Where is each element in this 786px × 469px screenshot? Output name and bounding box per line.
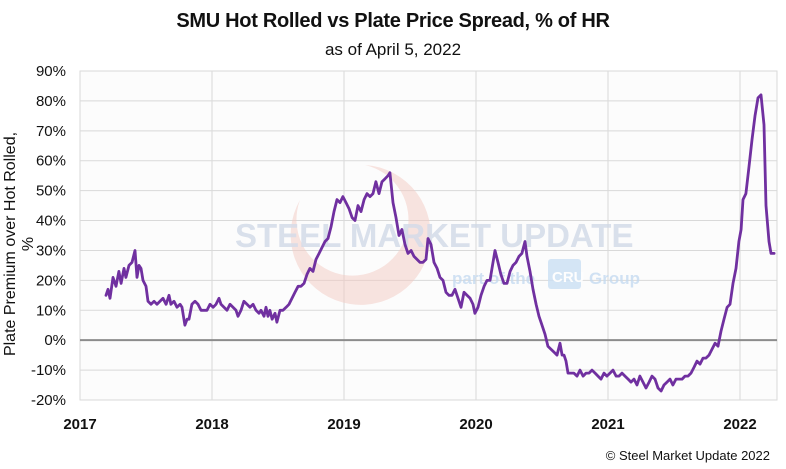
- chart-subtitle: as of April 5, 2022: [324, 40, 462, 59]
- watermark-brand: STEEL MARKET UPDATE: [235, 217, 633, 254]
- y-axis-ticks: -20% -10% 0% 10% 20% 30% 40% 50% 60% 70% 80% 90%: [31, 63, 66, 409]
- chart-title: SMU Hot Rolled vs Plate Price Spread, % …: [176, 10, 610, 32]
- copyright-notice: © Steel Market Update 2022: [605, 448, 770, 463]
- y-tick-label: -10%: [31, 362, 66, 379]
- watermark-cru-text: CRU: [552, 269, 585, 286]
- x-axis-ticks: 2017 2018 2019 2020 2021 2022: [63, 416, 756, 433]
- x-tick-label: 2017: [63, 416, 96, 433]
- x-tick-label: 2021: [591, 416, 624, 433]
- x-tick-label: 2019: [327, 416, 360, 433]
- y-tick-label: -20%: [31, 392, 66, 409]
- watermark-tagline-suffix: Group: [589, 269, 640, 288]
- x-tick-label: 2018: [195, 416, 228, 433]
- gridlines: [80, 71, 777, 400]
- x-tick-label: 2022: [723, 416, 756, 433]
- y-tick-label: 80%: [36, 93, 66, 110]
- watermark-swoosh-icon: [290, 165, 431, 305]
- series-layer: [104, 93, 776, 393]
- y-tick-label: 50%: [36, 183, 66, 200]
- y-tick-label: 90%: [36, 63, 66, 80]
- watermark-tagline-prefix: part of the: [452, 269, 535, 288]
- y-tick-label: 30%: [36, 242, 66, 259]
- series-line: [104, 93, 776, 393]
- y-tick-label: 0%: [44, 332, 66, 349]
- plot-area: [79, 70, 778, 401]
- watermark: STEEL MARKET UPDATE part of the CRU Grou…: [235, 165, 640, 305]
- y-tick-label: 10%: [36, 302, 66, 319]
- y-tick-label: 20%: [36, 272, 66, 289]
- x-tick-label: 2020: [459, 416, 492, 433]
- y-tick-label: 40%: [36, 213, 66, 230]
- y-tick-label: 60%: [36, 153, 66, 170]
- y-tick-label: 70%: [36, 123, 66, 140]
- watermark-cru-logo-icon: [548, 259, 581, 289]
